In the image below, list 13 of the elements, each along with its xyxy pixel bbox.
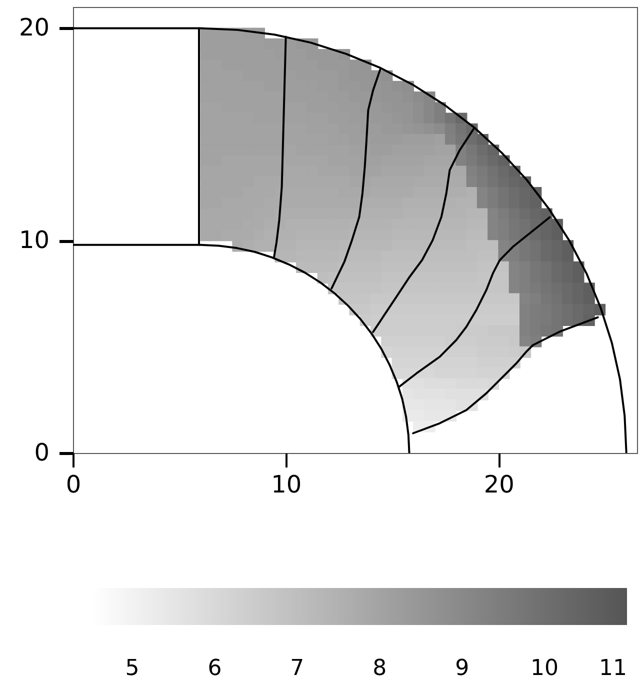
y-tick-label: 20 bbox=[18, 14, 50, 42]
y-tick-label: 10 bbox=[18, 226, 50, 254]
color-bar-label: 5 bbox=[125, 656, 140, 681]
x-tick-label: 0 bbox=[66, 470, 82, 498]
color-bar-label: 11 bbox=[599, 656, 627, 681]
color-bar-label: 9 bbox=[455, 656, 470, 681]
color-bar-label: 10 bbox=[530, 656, 559, 681]
x-tick-label: 20 bbox=[484, 470, 514, 498]
y-tick-label: 0 bbox=[34, 438, 50, 466]
color-bar-label: 6 bbox=[208, 656, 222, 681]
x-tick-label: 10 bbox=[271, 470, 302, 498]
color-bar-label: 7 bbox=[290, 656, 304, 681]
color-bar-label: 8 bbox=[372, 656, 387, 681]
